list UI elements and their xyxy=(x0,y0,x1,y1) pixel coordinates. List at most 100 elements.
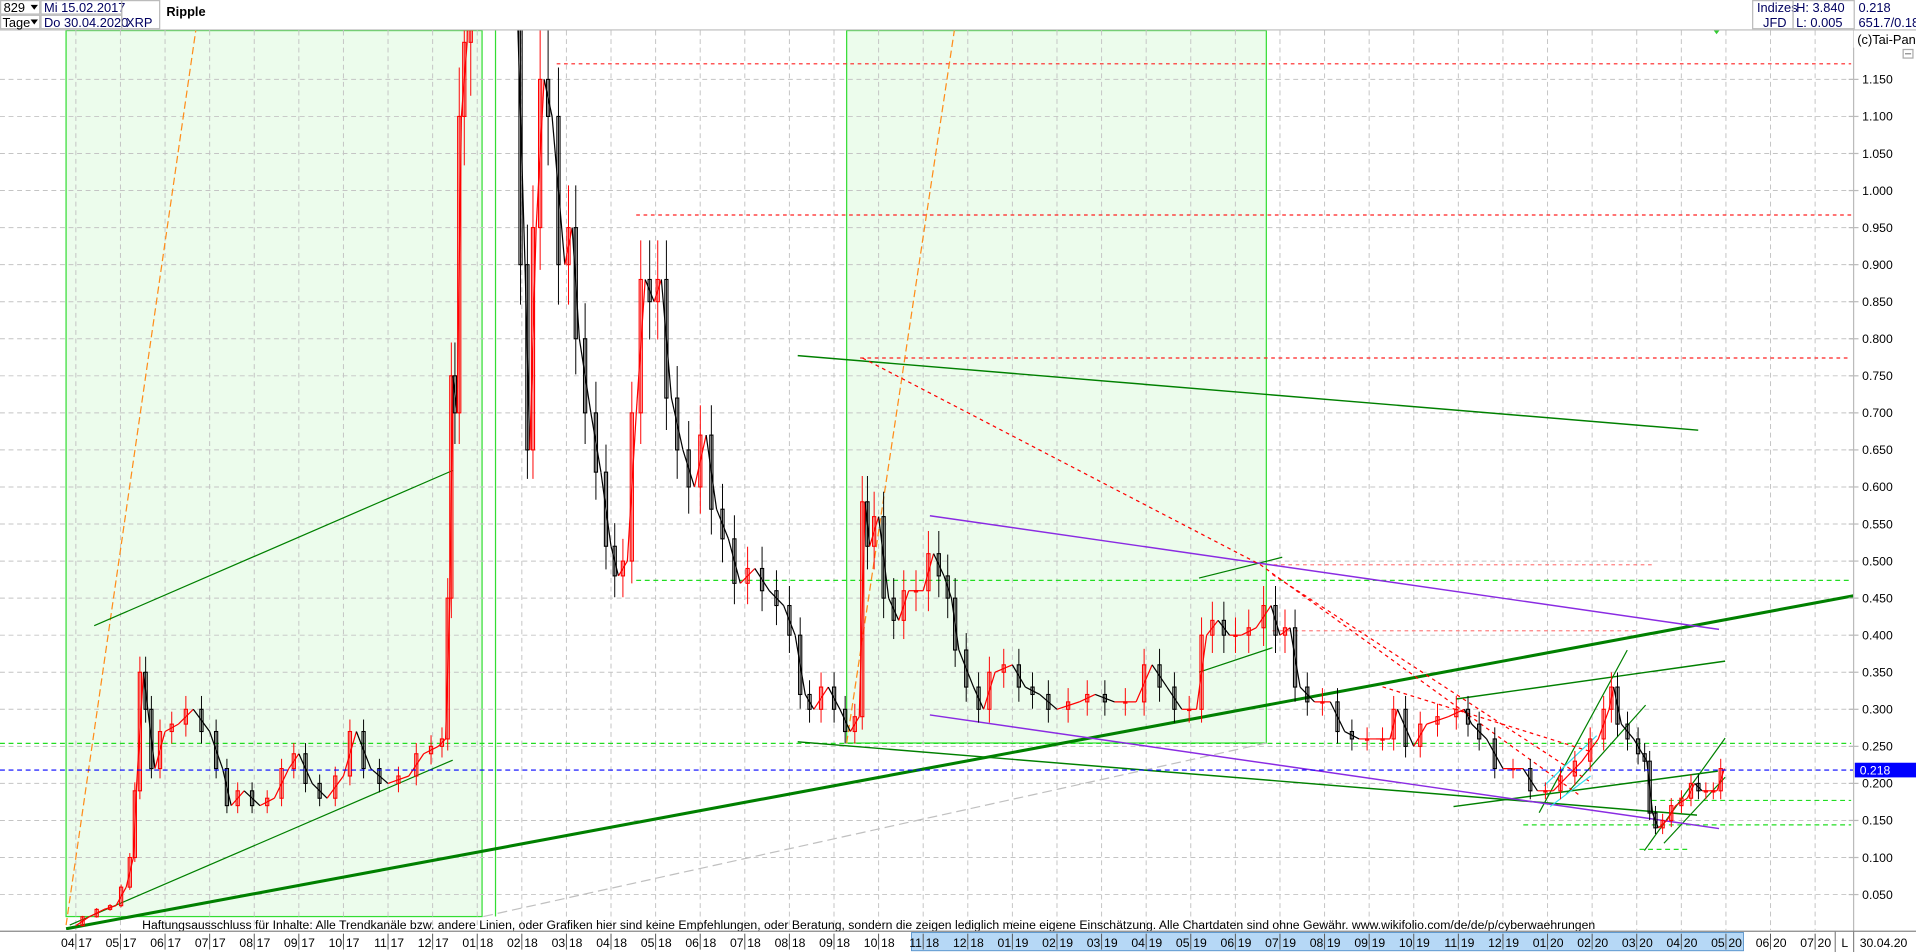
x-tick-year: 20 xyxy=(1818,936,1832,950)
candle-body xyxy=(664,278,669,399)
x-tick-year: 17 xyxy=(301,936,315,950)
x-tick-year: 20 xyxy=(1595,936,1609,950)
channel-line xyxy=(1198,647,1273,673)
candle-body xyxy=(1572,760,1578,777)
x-tick-year: 18 xyxy=(747,936,761,950)
y-tick-label: 0.100 xyxy=(1862,851,1893,865)
candle-body xyxy=(698,434,703,488)
candle-body xyxy=(881,516,886,599)
y-tick-label: 0.600 xyxy=(1862,480,1893,494)
candle-body xyxy=(913,590,919,593)
x-tick-year: 20 xyxy=(1728,936,1742,950)
candle-body xyxy=(1418,723,1423,747)
extra-value: 651.7/0.18 xyxy=(1858,15,1916,30)
period-value: Tage xyxy=(2,15,30,30)
candle-body xyxy=(377,768,382,784)
chart-title: Ripple xyxy=(166,4,205,19)
period-select[interactable]: Tage xyxy=(0,14,41,30)
candle-body xyxy=(468,30,473,43)
candle-body xyxy=(798,634,803,696)
y-tick-label: 0.950 xyxy=(1862,221,1893,235)
x-tick-year: 18 xyxy=(569,936,583,950)
candle-body xyxy=(1492,738,1497,770)
x-tick-month: 12 xyxy=(953,936,967,950)
candle-body xyxy=(720,508,725,540)
candle-body xyxy=(926,553,931,592)
candle-body xyxy=(1588,738,1593,762)
symbol-label: XRP xyxy=(126,15,152,30)
y-tick-label: 0.500 xyxy=(1862,554,1893,568)
x-tick-year: 17 xyxy=(390,936,404,950)
x-tick-month: 04 xyxy=(1667,936,1681,950)
candle-body xyxy=(1261,604,1266,629)
candle-body xyxy=(396,775,401,784)
x-tick-month: 04 xyxy=(1131,936,1145,950)
y-tick-label: 1.100 xyxy=(1862,110,1893,124)
candle-body xyxy=(1403,708,1408,747)
candle-body xyxy=(582,338,588,414)
x-tick-year: 18 xyxy=(970,936,984,950)
channel-line xyxy=(1643,737,1726,851)
candle-body xyxy=(199,708,204,733)
candle-body xyxy=(414,753,419,777)
candle-body xyxy=(361,730,366,770)
candle-body xyxy=(291,753,296,770)
count-select[interactable]: 829 xyxy=(0,0,41,15)
y-tick-label: 0.850 xyxy=(1862,295,1893,309)
x-tick-month: 06 xyxy=(685,936,699,950)
x-tick-year: 17 xyxy=(212,936,226,950)
candle-body xyxy=(629,412,634,562)
x-axis-highlight[interactable] xyxy=(911,932,1744,952)
x-tick-month: 03 xyxy=(552,936,566,950)
x-tick-year: 18 xyxy=(613,936,627,950)
gray-dashed-line xyxy=(483,742,1267,918)
x-tick-month: 04 xyxy=(596,936,610,950)
candle-body xyxy=(831,686,837,710)
candle-body xyxy=(774,590,779,607)
main-support-trendline xyxy=(65,594,1854,931)
candle-body xyxy=(1465,708,1471,725)
candle-body xyxy=(1669,805,1674,822)
candle-body xyxy=(953,597,958,651)
candle-body xyxy=(787,604,792,636)
candle-body xyxy=(865,501,870,547)
collapse-button[interactable] xyxy=(1902,48,1914,59)
x-tick-month: 01 xyxy=(462,936,476,950)
x-tick-month: 12 xyxy=(418,936,432,950)
candle-body xyxy=(1615,686,1620,725)
y-tick-label: 0.450 xyxy=(1862,591,1893,605)
candle-body xyxy=(936,553,941,577)
candle-body xyxy=(807,693,812,710)
x-tick-year: 18 xyxy=(792,936,806,950)
x-tick-year: 19 xyxy=(1059,936,1073,950)
cyan-line xyxy=(1549,775,1591,808)
candle-body xyxy=(1696,782,1701,792)
candle-body xyxy=(118,886,124,907)
x-tick-year: 20 xyxy=(1550,936,1564,950)
channel-line xyxy=(1453,770,1718,808)
candle-body xyxy=(1233,634,1238,637)
x-tick-year: 19 xyxy=(1505,936,1519,950)
start-date-field[interactable]: Mi 15.02.2017 xyxy=(40,0,125,15)
channel-line xyxy=(1565,704,1647,795)
x-tick-month: 08 xyxy=(775,936,789,950)
candle-body xyxy=(149,708,154,770)
candle-body xyxy=(1141,664,1147,703)
x-tick-year: 18 xyxy=(524,936,538,950)
candle-body xyxy=(843,708,848,733)
plot-area[interactable] xyxy=(0,0,1916,931)
candle-body xyxy=(620,560,626,577)
high-value: H: 3.840 xyxy=(1796,0,1845,15)
copyright-label: (c)Tai-Pan xyxy=(1857,32,1915,47)
candle-body xyxy=(1688,782,1694,799)
candle-body xyxy=(213,730,219,770)
axis-mode-label[interactable]: L xyxy=(1841,936,1848,950)
candle-body xyxy=(428,745,434,755)
purple-channel-line xyxy=(929,714,1720,830)
x-tick-month: 01 xyxy=(998,936,1012,950)
candle-body xyxy=(1601,708,1606,740)
candle-body xyxy=(445,597,450,740)
end-date-field[interactable]: Do 30.04.2020 xyxy=(40,14,128,30)
x-tick-year: 18 xyxy=(703,936,717,950)
x-tick-month: 07 xyxy=(195,936,209,950)
